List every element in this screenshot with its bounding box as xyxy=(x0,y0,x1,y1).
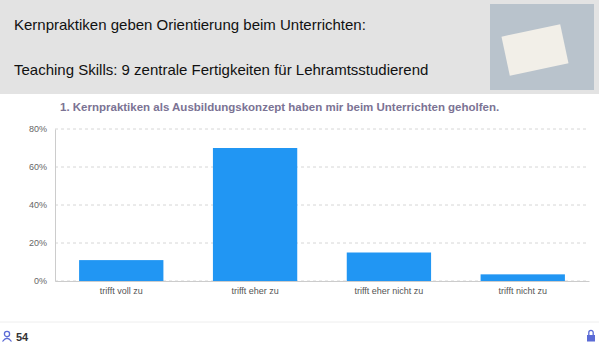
header-title: Kernpraktiken geben Orientierung beim Un… xyxy=(14,16,366,33)
grid-line xyxy=(55,129,589,130)
bar xyxy=(79,260,163,281)
y-tick-label: 80% xyxy=(29,124,47,134)
y-tick: 20% xyxy=(29,238,55,248)
chart-title: 1. Kernpraktiken als Ausbildungskonzept … xyxy=(60,101,499,113)
x-tick-label: trifft voll zu xyxy=(100,286,143,296)
y-tick: 60% xyxy=(29,162,55,172)
respondent-count: 54 xyxy=(16,331,29,343)
person-icon-head xyxy=(4,331,9,336)
person-icon-body xyxy=(3,338,12,341)
y-axis: 0% 20% 40% 60% 80% xyxy=(29,124,56,286)
y-tick-label: 0% xyxy=(34,276,47,286)
bars xyxy=(79,148,565,281)
x-tick: trifft voll zu xyxy=(100,281,143,296)
grid-line xyxy=(55,167,589,168)
y-axis-line xyxy=(55,130,56,282)
footer-divider xyxy=(0,322,599,323)
bar xyxy=(213,148,297,281)
x-tick: trifft eher zu xyxy=(231,281,278,296)
photo-detail xyxy=(501,24,568,76)
y-tick: 40% xyxy=(29,200,55,210)
lock-icon xyxy=(587,330,595,341)
header-band xyxy=(0,0,599,94)
person-icon xyxy=(3,331,12,341)
y-tick-label: 60% xyxy=(29,162,47,172)
y-tick: 0% xyxy=(34,276,55,286)
y-tick-label: 40% xyxy=(29,200,47,210)
header-subtitle: Teaching Skills: 9 zentrale Fertigkeiten… xyxy=(14,61,428,78)
y-tick-label: 20% xyxy=(29,238,47,248)
grid-line xyxy=(55,205,589,206)
x-axis-line xyxy=(56,281,590,282)
x-tick: trifft nicht zu xyxy=(499,281,547,296)
x-axis: trifft voll zu trifft eher zu trifft eher … xyxy=(56,281,590,296)
x-tick-label: trifft eher nicht zu xyxy=(354,286,423,296)
x-tick-label: trifft eher zu xyxy=(231,286,278,296)
x-tick: trifft eher nicht zu xyxy=(354,281,423,296)
lock-icon-shackle xyxy=(589,330,593,335)
photo xyxy=(490,4,594,90)
y-tick: 80% xyxy=(29,124,55,134)
bar xyxy=(481,274,565,281)
bar xyxy=(347,253,431,282)
lock-icon-body xyxy=(587,335,595,342)
x-tick-label: trifft nicht zu xyxy=(499,286,547,296)
grid-line xyxy=(55,243,589,244)
slide: Kernpraktiken geben Orientierung beim Un… xyxy=(0,0,599,353)
grid xyxy=(55,129,589,281)
